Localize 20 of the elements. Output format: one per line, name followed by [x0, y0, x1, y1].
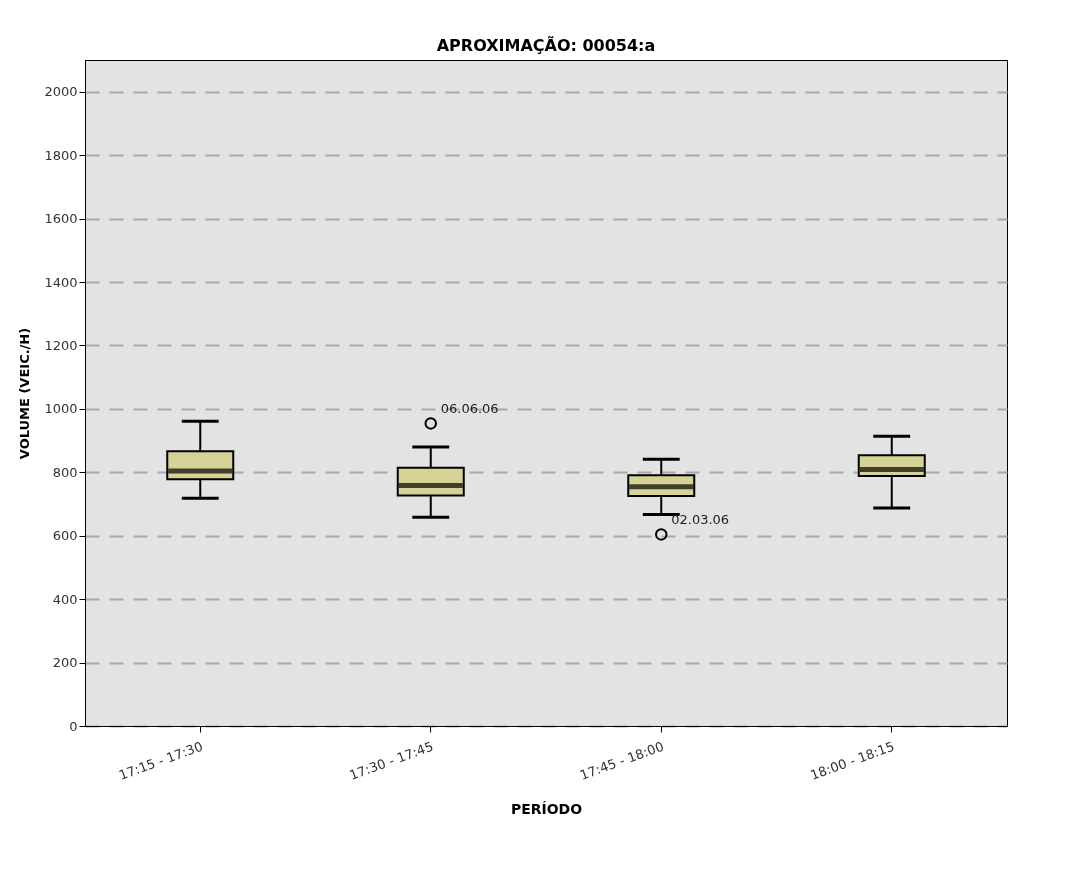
- y-tick-label: 0: [69, 718, 78, 734]
- chart-title: APROXIMAÇÃO: 00054:a: [436, 36, 656, 55]
- y-axis-title: VOLUME (VEIC./H): [17, 327, 33, 460]
- y-tick-label: 1400: [44, 274, 78, 290]
- x-tick-label: 18:00 - 18:15: [808, 738, 897, 783]
- y-tick-label: 200: [52, 655, 78, 671]
- y-tick-label: 1200: [44, 337, 78, 353]
- y-tick-label: 1600: [44, 211, 78, 227]
- y-tick-label: 600: [52, 528, 78, 544]
- annotation: 02.03.06: [671, 512, 730, 528]
- y-tick-label: 400: [52, 591, 78, 607]
- y-tick-label: 1800: [44, 147, 78, 163]
- annotation: 06.06.06: [440, 401, 499, 417]
- y-tick-label: 2000: [44, 84, 78, 100]
- x-tick-label: 17:45 - 18:00: [577, 738, 666, 783]
- y-tick-label: 1000: [44, 401, 78, 417]
- x-tick-label: 17:30 - 17:45: [347, 738, 436, 783]
- y-tick-label: 800: [52, 464, 78, 480]
- x-tick-label: 17:15 - 17:30: [116, 738, 205, 783]
- x-axis-title: PERÍODO: [510, 800, 583, 817]
